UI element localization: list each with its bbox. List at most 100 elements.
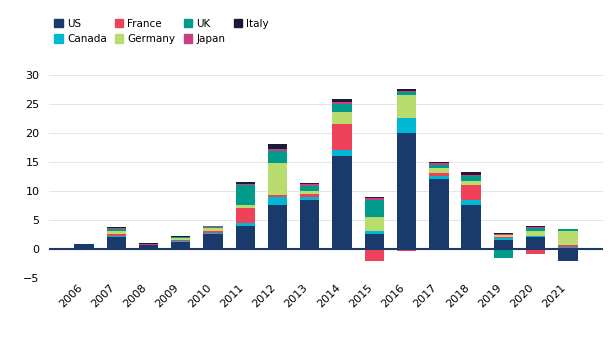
Bar (332, 150, 352, 156)
Bar (106, 236, 126, 237)
Bar (461, 172, 481, 175)
Bar (268, 151, 287, 163)
Bar (268, 144, 287, 149)
Bar (461, 200, 481, 205)
Bar (429, 165, 448, 167)
Bar (332, 99, 352, 102)
Bar (332, 102, 352, 104)
Bar (236, 185, 255, 205)
Bar (429, 167, 448, 173)
Bar (558, 231, 577, 245)
Bar (332, 104, 352, 112)
Bar (365, 232, 384, 234)
Bar (429, 163, 448, 165)
Bar (397, 133, 416, 249)
Bar (268, 163, 287, 195)
Bar (461, 185, 481, 200)
Bar (526, 228, 546, 231)
Bar (429, 179, 448, 249)
Bar (300, 186, 320, 191)
Bar (236, 223, 255, 226)
Bar (204, 233, 223, 234)
Bar (171, 240, 191, 241)
Bar (526, 237, 546, 249)
Bar (494, 235, 513, 237)
Bar (526, 249, 546, 254)
Bar (204, 234, 223, 249)
Bar (461, 181, 481, 185)
Bar (139, 243, 158, 244)
Bar (236, 226, 255, 249)
Bar (526, 236, 546, 237)
Bar (106, 234, 126, 236)
Bar (236, 182, 255, 184)
Bar (365, 249, 384, 261)
Bar (494, 233, 513, 234)
Legend: US, Canada, France, Germany, UK, Japan, Italy: US, Canada, France, Germany, UK, Japan, … (54, 19, 269, 44)
Bar (300, 191, 320, 194)
Bar (365, 197, 384, 198)
Bar (268, 197, 287, 205)
Bar (494, 237, 513, 238)
Bar (300, 200, 320, 249)
Bar (171, 241, 191, 242)
Bar (429, 173, 448, 176)
Bar (74, 244, 93, 249)
Bar (106, 231, 126, 234)
Bar (332, 124, 352, 150)
Bar (397, 92, 416, 95)
Bar (204, 231, 223, 233)
Bar (300, 194, 320, 197)
Bar (526, 231, 546, 236)
Bar (461, 175, 481, 176)
Bar (300, 197, 320, 200)
Bar (332, 112, 352, 124)
Bar (300, 183, 320, 184)
Bar (494, 240, 513, 249)
Bar (365, 200, 384, 217)
Bar (268, 149, 287, 151)
Bar (236, 208, 255, 223)
Bar (365, 217, 384, 232)
Bar (106, 237, 126, 249)
Bar (526, 227, 546, 228)
Bar (365, 198, 384, 200)
Bar (171, 242, 191, 249)
Bar (558, 247, 577, 249)
Bar (365, 234, 384, 249)
Bar (106, 227, 126, 228)
Bar (397, 95, 416, 118)
Bar (300, 184, 320, 186)
Bar (429, 176, 448, 179)
Bar (106, 228, 126, 229)
Bar (461, 205, 481, 249)
Bar (558, 229, 577, 231)
Bar (171, 238, 191, 240)
Bar (397, 118, 416, 133)
Bar (397, 91, 416, 92)
Bar (461, 176, 481, 181)
Bar (397, 89, 416, 91)
Bar (236, 205, 255, 208)
Bar (171, 236, 191, 237)
Bar (171, 237, 191, 238)
Bar (139, 245, 158, 249)
Bar (494, 238, 513, 240)
Bar (268, 195, 287, 197)
Bar (106, 229, 126, 231)
Bar (139, 244, 158, 245)
Bar (494, 234, 513, 235)
Bar (397, 249, 416, 251)
Bar (558, 245, 577, 247)
Bar (429, 162, 448, 163)
Bar (268, 205, 287, 249)
Bar (558, 228, 577, 229)
Bar (204, 228, 223, 231)
Bar (236, 184, 255, 185)
Bar (332, 156, 352, 249)
Bar (558, 249, 577, 261)
Bar (204, 227, 223, 228)
Bar (204, 226, 223, 227)
Bar (526, 226, 546, 227)
Bar (494, 249, 513, 258)
